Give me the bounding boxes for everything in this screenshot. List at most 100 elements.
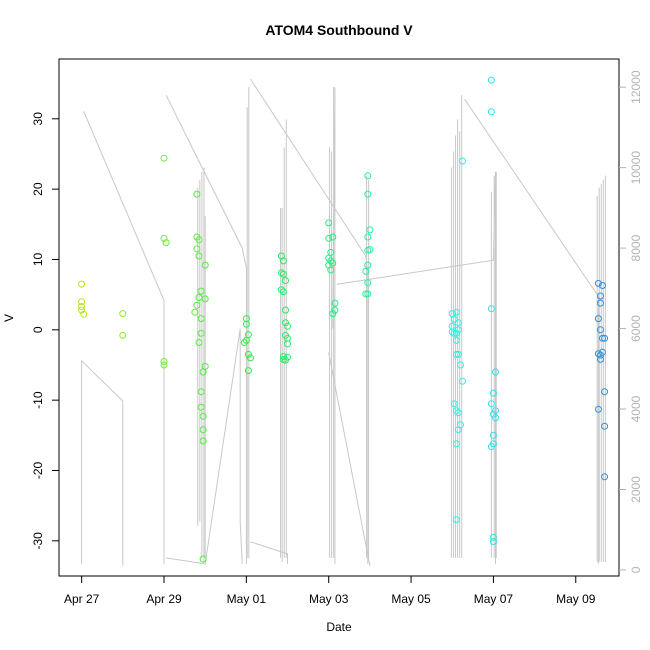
secondary-line-4	[250, 78, 369, 564]
data-point-90	[454, 326, 462, 334]
data-point-87	[452, 329, 460, 337]
data-point-124	[599, 334, 606, 342]
data-point-113	[489, 431, 497, 439]
data-point-18	[195, 294, 203, 301]
data-point-74	[364, 233, 372, 241]
data-point-94	[457, 361, 464, 369]
data-point-35	[242, 320, 250, 328]
data-point-69	[331, 306, 339, 314]
data-point-22	[197, 329, 205, 337]
data-point-117	[489, 538, 497, 545]
data-point-71	[364, 172, 372, 180]
data-point-51	[284, 322, 291, 330]
data-point-130	[601, 388, 609, 396]
data-point-9	[162, 239, 170, 247]
y-axis-label: V	[2, 314, 16, 322]
data-point-19	[193, 301, 201, 309]
secondary-line-2	[165, 94, 247, 564]
data-point-5	[119, 310, 127, 318]
x-tick-label: Apr 29	[146, 592, 182, 606]
data-point-66	[329, 259, 337, 267]
y-tick-label: 0	[31, 326, 45, 333]
data-point-107	[487, 400, 495, 408]
data-point-23	[195, 339, 203, 346]
x-axis-label: Date	[326, 620, 352, 634]
y-tick-label: -30	[31, 532, 45, 550]
x-tick-label: May 01	[227, 592, 267, 606]
secondary-line-5	[250, 541, 288, 564]
y-tick-label: 30	[31, 112, 45, 126]
secondary-line-7	[336, 171, 496, 564]
data-point-48	[279, 288, 287, 296]
data-point-10	[160, 358, 168, 365]
data-point-25	[199, 368, 207, 376]
secondary-line-8	[328, 352, 371, 566]
data-point-1	[78, 298, 86, 306]
data-point-31	[199, 555, 207, 563]
data-point-102	[452, 516, 460, 524]
x-tick-label: May 05	[391, 592, 431, 606]
x-tick-label: Apr 27	[64, 592, 100, 606]
data-point-93	[454, 350, 462, 358]
x-tick-label: May 07	[474, 592, 514, 606]
data-point-86	[450, 329, 458, 337]
data-point-111	[492, 407, 499, 415]
data-point-32	[201, 261, 209, 269]
data-point-27	[197, 403, 205, 411]
data-point-83	[450, 315, 458, 323]
data-point-131	[594, 405, 602, 413]
data-point-115	[487, 443, 495, 451]
secondary-line-0	[81, 359, 124, 566]
data-point-123	[597, 326, 604, 334]
data-point-88	[452, 308, 460, 316]
data-point-15	[193, 245, 201, 253]
y2-tick-label: 10000	[629, 151, 643, 185]
data-point-116	[489, 533, 497, 541]
data-point-58	[284, 353, 291, 361]
data-point-118	[594, 279, 602, 287]
data-point-38	[240, 339, 248, 346]
data-point-109	[489, 389, 497, 397]
data-point-41	[244, 367, 252, 375]
data-point-39	[244, 350, 252, 358]
chart-title: ATOM4 Southbound V	[265, 22, 413, 38]
data-point-29	[199, 426, 207, 434]
data-point-28	[199, 412, 207, 420]
y2-axis: 0 2000 4000 6000 8000 10000 12000	[619, 70, 643, 573]
secondary-series-layer	[81, 78, 606, 566]
data-point-101	[452, 440, 460, 448]
data-point-64	[327, 257, 335, 265]
data-point-80	[362, 290, 370, 298]
y-axis: -30 -20 -10 0 10 20 30	[31, 112, 59, 550]
data-point-97	[452, 407, 460, 415]
data-point-30	[199, 437, 207, 445]
data-point-0	[78, 280, 86, 288]
data-point-77	[364, 261, 372, 269]
y-tick-label: 10	[31, 252, 45, 266]
data-point-128	[599, 348, 606, 356]
y2-tick-label: 0	[629, 566, 643, 573]
data-point-16	[195, 252, 203, 260]
data-point-72	[364, 190, 372, 198]
data-point-104	[487, 76, 495, 84]
data-point-54	[284, 340, 291, 348]
data-point-40	[247, 354, 254, 362]
y-tick-label: -20	[31, 461, 45, 479]
data-point-44	[277, 269, 285, 277]
data-point-98	[454, 409, 462, 417]
x-axis: Apr 27 Apr 29 May 01 May 03 May 05 May 07 May …	[64, 576, 596, 606]
y2-tick-label: 2000	[629, 476, 643, 503]
data-point-20	[191, 308, 199, 316]
data-point-55	[279, 353, 287, 360]
data-point-47	[277, 286, 285, 294]
data-point-106	[487, 305, 495, 313]
data-point-112	[492, 414, 499, 422]
data-point-132	[601, 422, 609, 430]
data-point-21	[197, 315, 205, 323]
secondary-line-3	[166, 328, 243, 565]
y-tick-label: -10	[31, 391, 45, 409]
data-point-105	[487, 108, 495, 116]
data-point-26	[197, 388, 205, 396]
data-point-14	[195, 236, 203, 244]
